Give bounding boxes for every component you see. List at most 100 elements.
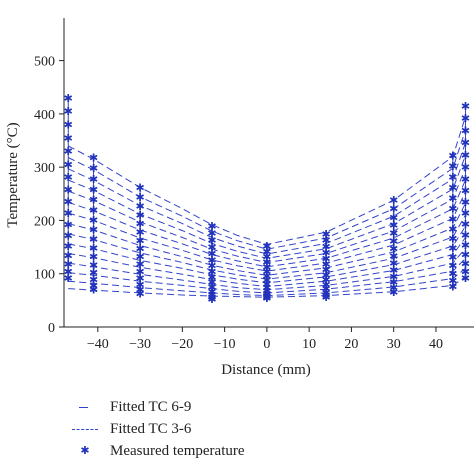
- measured-point: ✱: [64, 92, 73, 105]
- measured-point: ✱: [64, 258, 73, 271]
- x-tick-label: −10: [214, 337, 236, 352]
- measured-point: ✱: [135, 218, 144, 231]
- measured-point: ✱: [321, 258, 330, 271]
- measured-point: ✱: [448, 181, 457, 194]
- y-tick-label: 0: [48, 321, 55, 336]
- measured-point: ✱: [89, 242, 98, 255]
- measured-point: ✱: [389, 243, 398, 256]
- y-axis-title: Temperature (°C): [5, 122, 21, 227]
- x-axis-title: Distance (mm): [221, 362, 311, 378]
- measured-point: ✱: [389, 276, 398, 289]
- measured-point: ✱: [461, 266, 470, 279]
- measured-point: ✱: [89, 184, 98, 197]
- measured-point: ✱: [461, 124, 470, 137]
- x-tick-label: 30: [387, 337, 401, 352]
- measured-point: ✱: [89, 194, 98, 207]
- measured-point: ✱: [64, 132, 73, 145]
- measured-point: ✱: [448, 260, 457, 273]
- measured-point: ✱: [262, 245, 271, 258]
- measured-point: ✱: [321, 289, 330, 302]
- measured-point: ✱: [262, 266, 271, 279]
- measured-point: ✱: [461, 100, 470, 113]
- measured-point: ✱: [389, 257, 398, 270]
- measured-point: ✱: [461, 249, 470, 262]
- measured-point: ✱: [262, 292, 271, 305]
- measured-point: ✱: [262, 285, 271, 298]
- measured-point: ✱: [448, 213, 457, 226]
- fitted-curve: [67, 142, 466, 255]
- measured-point: ✱: [207, 260, 216, 273]
- measured-point: ✱: [448, 242, 457, 255]
- x-tick-label: 20: [344, 337, 358, 352]
- measured-point: ✱: [89, 267, 98, 280]
- measured-point: ✱: [448, 203, 457, 216]
- measured-point: ✱: [89, 173, 98, 186]
- fitted-curve: [68, 257, 466, 294]
- fitted-curve: [68, 247, 466, 291]
- measured-point: ✱: [135, 226, 144, 239]
- measured-point: ✱: [461, 149, 470, 162]
- fitted-curve: [68, 214, 466, 280]
- measured-point: ✱: [135, 235, 144, 248]
- measured-point: ✱: [135, 200, 144, 213]
- plot-area: ✱✱✱✱✱✱✱✱✱✱✱✱✱✱✱✱✱✱✱✱✱✱✱✱✱✱✱✱✱✱✱✱✱✱✱✱✱✱✱✱…: [64, 92, 471, 306]
- measured-point: ✱: [321, 246, 330, 259]
- measured-point: ✱: [321, 283, 330, 296]
- x-tick-label: −20: [171, 337, 193, 352]
- legend-item-fitted-tc-3-6: Fitted TC 3-6: [72, 418, 245, 440]
- fitted-curve: [68, 268, 466, 297]
- measured-point: ✱: [262, 278, 271, 291]
- measured-point: ✱: [207, 285, 216, 298]
- legend-label: Fitted TC 6-9: [110, 398, 192, 415]
- measured-point: ✱: [262, 291, 271, 304]
- measured-point: ✱: [64, 171, 73, 184]
- measured-point: ✱: [89, 224, 98, 237]
- measured-point: ✱: [389, 227, 398, 240]
- measured-point: ✱: [207, 227, 216, 240]
- fitted-curve: [68, 276, 466, 298]
- measured-point: ✱: [461, 229, 470, 242]
- long-dash-line-icon: [72, 423, 98, 435]
- measured-point: ✱: [64, 184, 73, 197]
- measured-point: ✱: [389, 286, 398, 299]
- measured-point: ✱: [448, 268, 457, 281]
- y-tick-label: 400: [34, 108, 55, 123]
- fitted-curve: [68, 191, 466, 272]
- legend-label: Fitted TC 3-6: [110, 420, 192, 437]
- measured-point: ✱: [262, 287, 271, 300]
- measured-point: ✱: [321, 234, 330, 247]
- measured-point: ✱: [89, 279, 98, 292]
- measured-point: ✱: [461, 207, 470, 220]
- measured-point: ✱: [262, 282, 271, 295]
- star-marker-icon: ✱: [80, 445, 90, 457]
- measured-point: ✱: [89, 214, 98, 227]
- measured-point: ✱: [321, 263, 330, 276]
- measured-point: ✱: [207, 289, 216, 302]
- measured-point: ✱: [135, 209, 144, 222]
- measured-point: ✱: [135, 243, 144, 256]
- x-tick-label: 10: [302, 337, 316, 352]
- measured-point: ✱: [207, 234, 216, 247]
- measured-point: ✱: [135, 272, 144, 285]
- measured-point: ✱: [262, 270, 271, 283]
- fitted-curve: [67, 129, 466, 250]
- measured-point: ✱: [135, 258, 144, 271]
- measured-point: ✱: [321, 278, 330, 291]
- measured-markers: ✱✱✱✱✱✱✱✱✱✱✱✱✱✱✱✱✱✱✱✱✱✱✱✱✱✱✱✱✱✱✱✱✱✱✱✱✱✱✱✱…: [64, 92, 471, 306]
- measured-point: ✱: [207, 293, 216, 306]
- measured-point: ✱: [89, 162, 98, 175]
- measured-point: ✱: [461, 161, 470, 174]
- measured-point: ✱: [461, 239, 470, 252]
- fitted-curve: [68, 179, 466, 268]
- measured-point: ✱: [389, 219, 398, 232]
- measured-point: ✱: [64, 119, 73, 132]
- measured-point: ✱: [321, 286, 330, 299]
- measured-point: ✱: [64, 219, 73, 232]
- y-tick-label: 200: [34, 214, 55, 229]
- measured-point: ✱: [448, 223, 457, 236]
- measured-point: ✱: [321, 228, 330, 241]
- measured-point: ✱: [448, 233, 457, 246]
- y-tick-label: 300: [34, 161, 55, 176]
- measured-point: ✱: [461, 185, 470, 198]
